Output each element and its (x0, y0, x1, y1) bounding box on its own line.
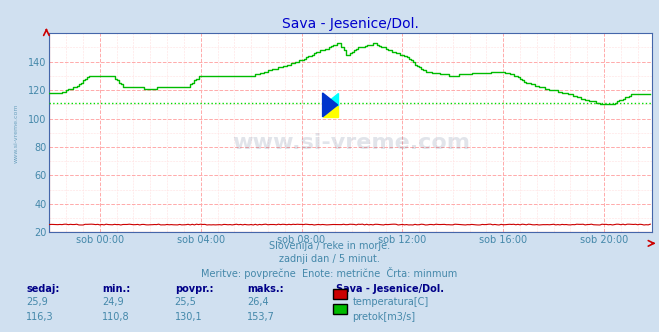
Text: povpr.:: povpr.: (175, 284, 213, 294)
Text: 130,1: 130,1 (175, 312, 202, 322)
Text: 116,3: 116,3 (26, 312, 54, 322)
Text: zadnji dan / 5 minut.: zadnji dan / 5 minut. (279, 254, 380, 264)
Text: www.si-vreme.com: www.si-vreme.com (232, 133, 470, 153)
Text: Sava - Jesenice/Dol.: Sava - Jesenice/Dol. (336, 284, 444, 294)
Text: Meritve: povprečne  Enote: metrične  Črta: minmum: Meritve: povprečne Enote: metrične Črta:… (202, 267, 457, 279)
Polygon shape (322, 93, 337, 117)
Text: min.:: min.: (102, 284, 130, 294)
Text: Slovenija / reke in morje.: Slovenija / reke in morje. (269, 241, 390, 251)
Text: 26,4: 26,4 (247, 297, 269, 307)
Polygon shape (322, 105, 337, 117)
Text: 24,9: 24,9 (102, 297, 124, 307)
Text: 25,9: 25,9 (26, 297, 48, 307)
Polygon shape (322, 93, 337, 105)
Text: maks.:: maks.: (247, 284, 284, 294)
Text: www.si-vreme.com: www.si-vreme.com (14, 103, 18, 163)
Title: Sava - Jesenice/Dol.: Sava - Jesenice/Dol. (283, 17, 419, 31)
Text: pretok[m3/s]: pretok[m3/s] (353, 312, 416, 322)
Text: temperatura[C]: temperatura[C] (353, 297, 429, 307)
Text: 25,5: 25,5 (175, 297, 196, 307)
Text: sedaj:: sedaj: (26, 284, 60, 294)
Text: 110,8: 110,8 (102, 312, 130, 322)
Text: 153,7: 153,7 (247, 312, 275, 322)
